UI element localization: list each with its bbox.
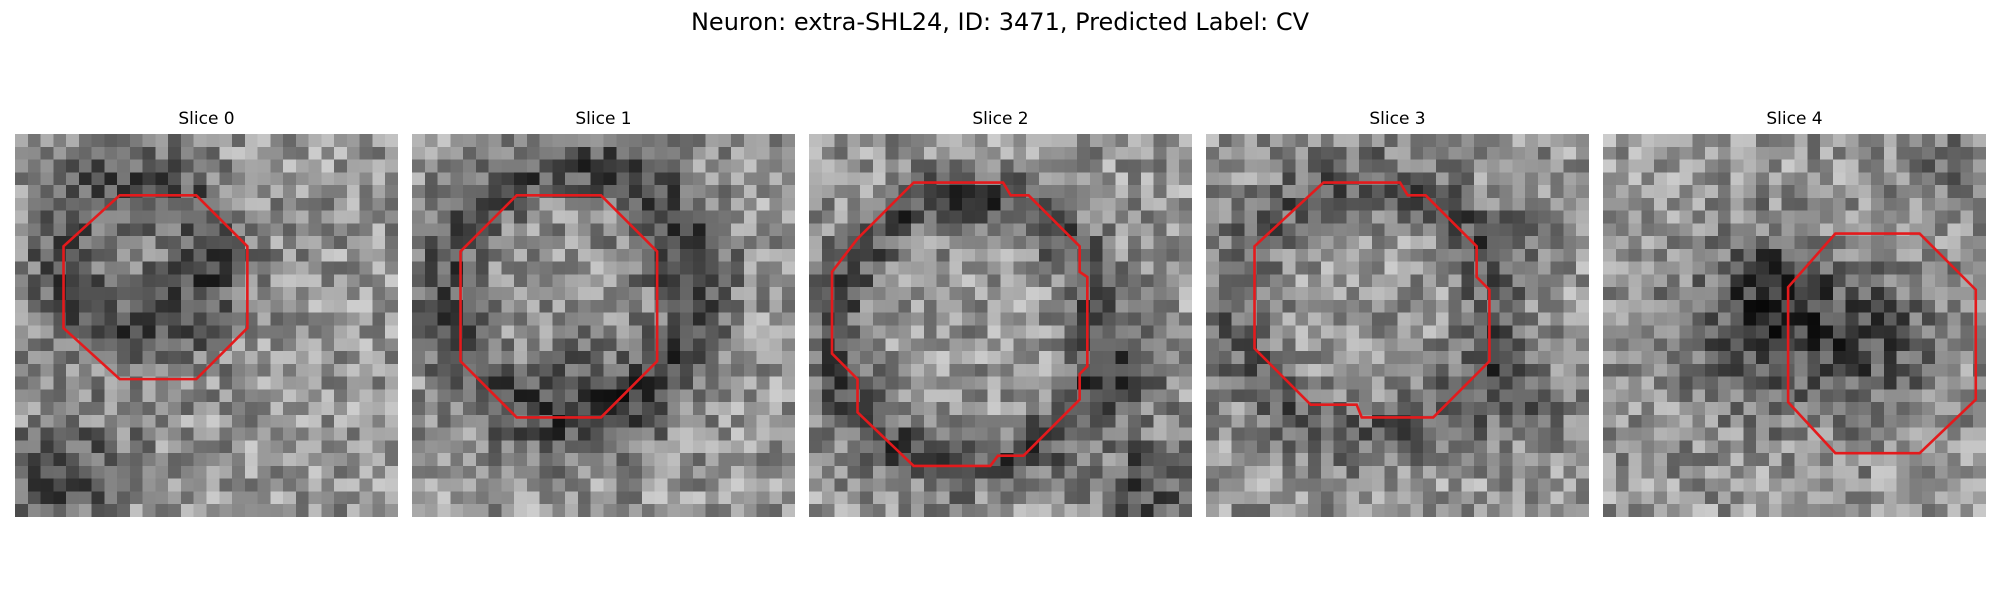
slice-image bbox=[1603, 134, 1986, 517]
pixel-grid bbox=[15, 134, 398, 517]
slice-panel-0: Slice 0 bbox=[15, 108, 398, 517]
slice-title: Slice 4 bbox=[1766, 109, 1823, 129]
slice-title: Slice 1 bbox=[575, 109, 632, 129]
slice-title: Slice 2 bbox=[972, 109, 1029, 129]
slice-panel-1: Slice 1 bbox=[412, 108, 795, 517]
roi-contour bbox=[1255, 183, 1490, 418]
roi-contour bbox=[832, 183, 1087, 466]
slice-title: Slice 3 bbox=[1369, 109, 1426, 129]
slice-image bbox=[1206, 134, 1589, 517]
slice-panel-4: Slice 4 bbox=[1603, 108, 1986, 517]
pixel-grid bbox=[1206, 134, 1589, 517]
slice-image bbox=[412, 134, 795, 517]
figure-title: Neuron: extra-SHL24, ID: 3471, Predicted… bbox=[690, 8, 1310, 36]
pixel-grid bbox=[412, 134, 795, 517]
slice-panel-2: Slice 2 bbox=[809, 108, 1192, 517]
roi-contour bbox=[64, 195, 248, 379]
slice-panel-3: Slice 3 bbox=[1206, 108, 1589, 517]
slice-title: Slice 0 bbox=[178, 109, 235, 129]
slice-image bbox=[15, 134, 398, 517]
roi-contour bbox=[1788, 234, 1976, 454]
pixel-grid bbox=[809, 134, 1192, 517]
slice-image bbox=[809, 134, 1192, 517]
roi-contour bbox=[461, 195, 658, 417]
pixel-grid bbox=[1603, 134, 1986, 517]
